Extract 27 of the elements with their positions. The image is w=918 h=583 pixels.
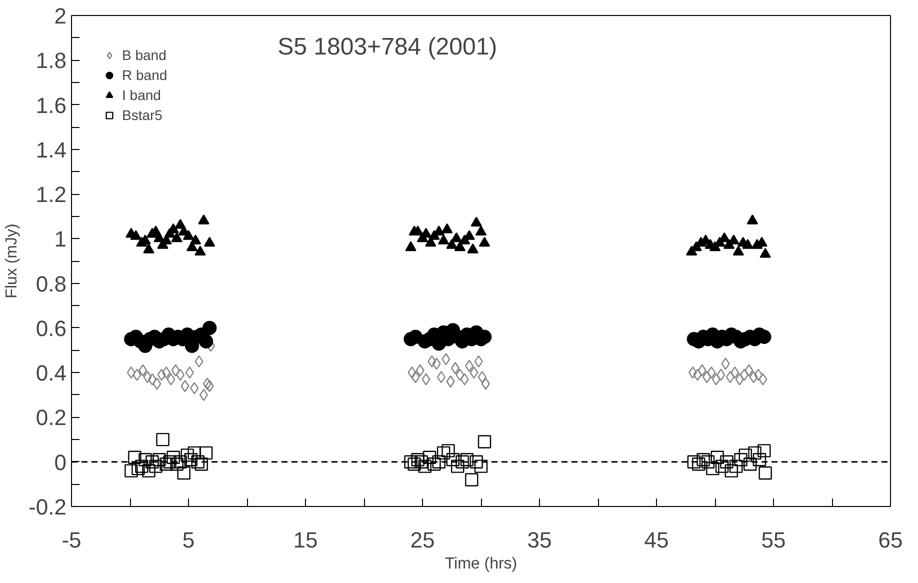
text: S5 1803+784 (2001): [278, 33, 498, 60]
x-tick-label: 55: [761, 528, 786, 552]
y-tick-label: 0.4: [36, 360, 67, 386]
y-tick-label: 1.4: [36, 137, 67, 162]
x-tick-label: -5: [62, 528, 82, 552]
legend-label: Bstar5: [122, 107, 162, 123]
x-tick-label: 15: [293, 528, 318, 552]
y-tick-label: 1.8: [36, 48, 67, 74]
y-tick-label: 1.6: [36, 92, 67, 118]
x-tick-label: 65: [878, 528, 903, 552]
legend-label: R band: [122, 67, 168, 83]
y-tick-label: 2: [54, 4, 67, 28]
y-tick-label: 0: [54, 450, 67, 475]
y-axis-title: Flux (mJy): [4, 224, 21, 298]
y-tick-label: 0.6: [36, 316, 67, 341]
x-tick-label: 5: [182, 528, 195, 552]
y-tick-label: 0.8: [36, 271, 67, 296]
legend-label: B band: [122, 47, 166, 63]
x-axis-title: Time (hrs): [444, 556, 518, 572]
x-tick-label: 45: [644, 528, 669, 552]
x-tick-label: 35: [527, 528, 552, 552]
y-tick-label: -0.2: [28, 494, 67, 520]
x-tick-label: 25: [410, 528, 435, 552]
y-tick-label: 1: [54, 226, 67, 252]
legend-label: I band: [122, 87, 161, 103]
y-tick-label: 0.2: [36, 405, 67, 430]
y-tick-label: 1.2: [36, 182, 67, 208]
